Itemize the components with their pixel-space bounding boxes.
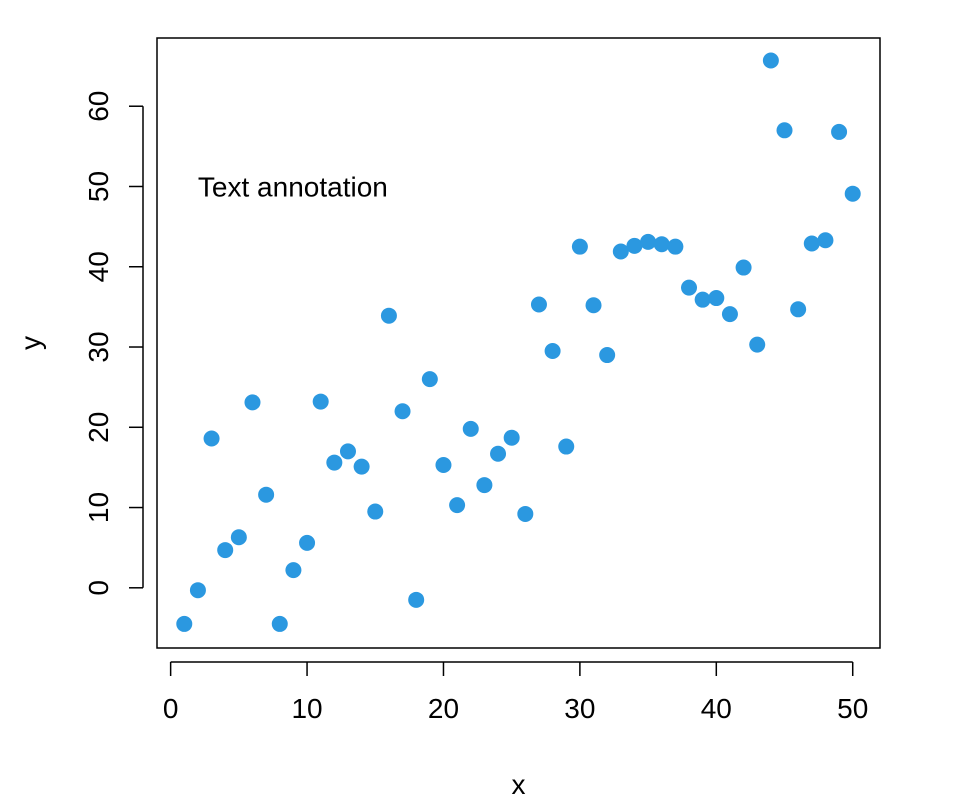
- data-point: [599, 347, 616, 364]
- x-tick-label: 30: [564, 693, 595, 724]
- y-tick-label: 40: [83, 251, 114, 282]
- x-tick-label: 20: [428, 693, 459, 724]
- data-point: [476, 477, 493, 494]
- data-point: [189, 582, 206, 599]
- data-point: [367, 503, 384, 520]
- data-point: [203, 430, 220, 447]
- data-point: [176, 615, 193, 632]
- data-point: [790, 301, 807, 318]
- data-point: [435, 457, 452, 473]
- data-point: [681, 279, 698, 296]
- data-point: [735, 259, 752, 276]
- x-tick-label: 50: [837, 693, 868, 724]
- data-point: [721, 306, 738, 323]
- data-point: [749, 336, 766, 353]
- data-point: [817, 232, 834, 249]
- data-point: [762, 52, 779, 69]
- data-point: [353, 458, 370, 475]
- data-point: [230, 529, 247, 546]
- data-point: [285, 562, 302, 579]
- y-tick-label: 30: [83, 331, 114, 362]
- data-point: [653, 236, 670, 253]
- plot-area-frame: [156, 37, 881, 649]
- text-annotation: Text annotation: [198, 171, 388, 202]
- data-point: [339, 443, 356, 460]
- data-point: [299, 534, 316, 551]
- data-point: [517, 505, 534, 522]
- data-point: [271, 615, 288, 632]
- data-point: [585, 297, 602, 314]
- data-point: [421, 371, 438, 388]
- data-point: [803, 235, 820, 252]
- x-tick-label: 10: [291, 693, 322, 724]
- data-point: [462, 420, 479, 437]
- x-axis-label: x: [512, 769, 526, 800]
- data-point: [258, 486, 275, 503]
- data-point: [694, 291, 711, 308]
- data-point: [776, 122, 793, 139]
- data-point: [408, 591, 425, 608]
- y-axis: 0 10 20 30 40 50 60: [83, 91, 144, 596]
- y-tick-label: 60: [83, 91, 114, 122]
- data-point: [244, 394, 261, 411]
- data-point: [844, 185, 861, 202]
- data-point: [558, 438, 575, 455]
- y-tick-label: 10: [83, 492, 114, 523]
- data-point: [217, 542, 234, 559]
- y-axis-label: y: [15, 336, 46, 350]
- data-point: [394, 403, 411, 420]
- data-point: [312, 393, 329, 410]
- y-tick-label: 20: [83, 412, 114, 443]
- data-point: [490, 445, 507, 462]
- data-point: [530, 296, 547, 313]
- data-point: [544, 343, 561, 360]
- data-point: [640, 233, 657, 250]
- data-point: [503, 429, 520, 446]
- data-point: [612, 243, 629, 260]
- y-tick-label: 50: [83, 171, 114, 202]
- data-point: [708, 290, 725, 307]
- x-axis: 0 10 20 30 40 50: [163, 661, 868, 724]
- data-point: [831, 123, 848, 140]
- y-tick-label: 0: [83, 580, 114, 596]
- data-points: [176, 52, 861, 632]
- x-tick-label: 40: [701, 693, 732, 724]
- data-point: [326, 454, 343, 471]
- data-point: [380, 307, 397, 324]
- data-point: [449, 497, 466, 514]
- data-point: [571, 238, 588, 255]
- x-tick-label: 0: [163, 693, 179, 724]
- data-point: [626, 237, 643, 254]
- data-point: [667, 238, 684, 255]
